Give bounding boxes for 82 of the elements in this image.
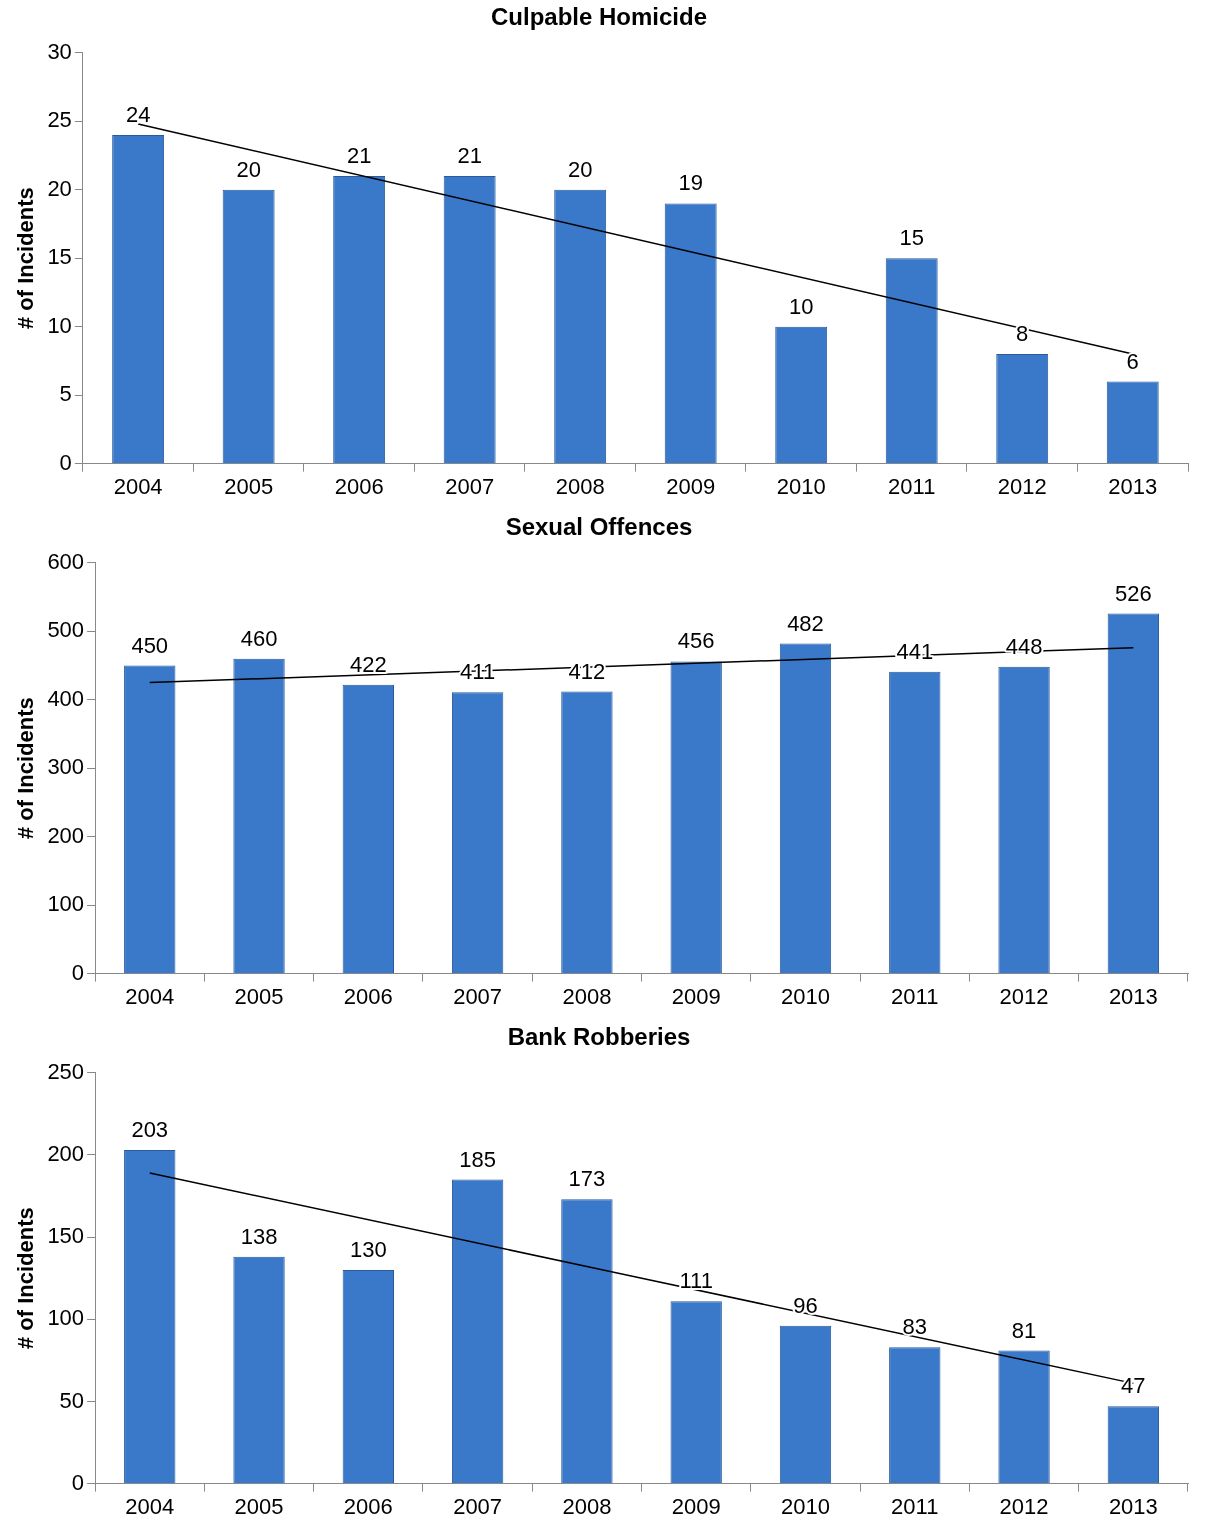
x-tick-label: 2013 bbox=[1108, 983, 1158, 1009]
data-label: 83 bbox=[902, 1314, 928, 1340]
data-label: 19 bbox=[678, 170, 703, 196]
chart-title: Sexual Offences bbox=[505, 513, 693, 541]
data-label: 185 bbox=[459, 1146, 496, 1172]
data-label: 81 bbox=[1011, 1317, 1037, 1343]
data-label: 422 bbox=[349, 651, 387, 677]
y-axis-title: # of Incidents bbox=[13, 187, 39, 330]
x-tick-label: 2006 bbox=[343, 983, 393, 1009]
x-tick-label: 2012 bbox=[999, 1493, 1049, 1519]
data-label: 47 bbox=[1121, 1373, 1146, 1399]
y-tick-label: 300 bbox=[47, 754, 85, 780]
y-tick-label: 400 bbox=[47, 685, 85, 711]
data-label: 482 bbox=[787, 610, 824, 636]
data-label: 203 bbox=[131, 1117, 169, 1143]
x-tick-label: 2013 bbox=[1108, 473, 1158, 499]
data-label: 138 bbox=[240, 1223, 278, 1249]
x-tick-label: 2007 bbox=[445, 473, 495, 499]
y-tick-label: 100 bbox=[47, 891, 85, 917]
y-axis-title: # of Incidents bbox=[13, 1207, 39, 1350]
x-tick-label: 2005 bbox=[224, 473, 274, 499]
x-tick-label: 2008 bbox=[562, 1493, 612, 1519]
x-tick-label: 2006 bbox=[343, 1493, 393, 1519]
data-label: 20 bbox=[567, 156, 593, 182]
y-tick-label: 5 bbox=[59, 381, 72, 407]
data-label: 460 bbox=[240, 625, 278, 651]
data-label: 111 bbox=[679, 1268, 713, 1294]
data-label: 450 bbox=[131, 632, 169, 658]
y-tick-label: 0 bbox=[71, 959, 85, 985]
y-tick-label: 25 bbox=[47, 107, 72, 133]
x-tick-label: 2012 bbox=[997, 473, 1047, 499]
y-tick-label: 20 bbox=[47, 175, 72, 201]
data-label: 456 bbox=[677, 628, 715, 654]
x-tick-label: 2011 bbox=[891, 983, 939, 1009]
x-tick-label: 2009 bbox=[671, 1493, 721, 1519]
data-label: 20 bbox=[236, 156, 261, 182]
data-label: 8 bbox=[1016, 321, 1029, 347]
data-label: 21 bbox=[457, 143, 482, 169]
x-tick-label: 2007 bbox=[453, 1493, 503, 1519]
data-label: 526 bbox=[1115, 580, 1152, 606]
x-tick-label: 2013 bbox=[1108, 1493, 1158, 1519]
data-label: 15 bbox=[899, 225, 924, 251]
x-tick-label: 2006 bbox=[334, 473, 384, 499]
data-label: 96 bbox=[793, 1292, 818, 1318]
x-tick-label: 2011 bbox=[891, 1493, 939, 1519]
x-tick-label: 2004 bbox=[113, 473, 163, 499]
x-tick-label: 2012 bbox=[999, 983, 1049, 1009]
x-tick-label: 2008 bbox=[555, 473, 605, 499]
x-tick-label: 2005 bbox=[234, 983, 284, 1009]
y-tick-label: 15 bbox=[47, 244, 72, 270]
x-tick-label: 2004 bbox=[125, 1493, 175, 1519]
y-tick-label: 0 bbox=[71, 1469, 85, 1495]
data-label: 130 bbox=[349, 1237, 387, 1263]
y-tick-label: 200 bbox=[47, 1141, 85, 1167]
x-tick-label: 2010 bbox=[781, 983, 830, 1009]
x-tick-label: 2010 bbox=[776, 473, 826, 499]
x-tick-label: 2009 bbox=[666, 473, 716, 499]
y-axis-title: # of Incidents bbox=[13, 697, 39, 840]
y-tick-label: 600 bbox=[47, 548, 85, 574]
y-tick-label: 0 bbox=[59, 449, 72, 475]
data-label: 24 bbox=[125, 102, 151, 128]
y-tick-label: 30 bbox=[47, 38, 72, 64]
x-tick-label: 2009 bbox=[671, 983, 721, 1009]
data-label: 10 bbox=[788, 293, 814, 319]
chart-title: Bank Robberies bbox=[507, 1023, 691, 1051]
x-tick-label: 2007 bbox=[453, 983, 503, 1009]
x-tick-label: 2005 bbox=[234, 1493, 284, 1519]
data-label: 6 bbox=[1126, 348, 1139, 374]
y-tick-label: 500 bbox=[47, 617, 85, 643]
y-tick-label: 10 bbox=[47, 312, 72, 338]
y-tick-label: 150 bbox=[47, 1223, 85, 1249]
x-tick-label: 2008 bbox=[562, 983, 612, 1009]
x-tick-label: 2010 bbox=[781, 1493, 830, 1519]
y-tick-label: 100 bbox=[47, 1305, 85, 1331]
x-tick-label: 2004 bbox=[125, 983, 175, 1009]
chart-title: Culpable Homicide bbox=[490, 3, 708, 31]
x-tick-label: 2011 bbox=[888, 473, 936, 499]
data-label: 21 bbox=[346, 143, 372, 169]
y-tick-label: 250 bbox=[47, 1058, 85, 1084]
y-tick-label: 50 bbox=[59, 1387, 85, 1413]
y-tick-label: 200 bbox=[47, 822, 85, 848]
data-label: 173 bbox=[568, 1166, 606, 1192]
